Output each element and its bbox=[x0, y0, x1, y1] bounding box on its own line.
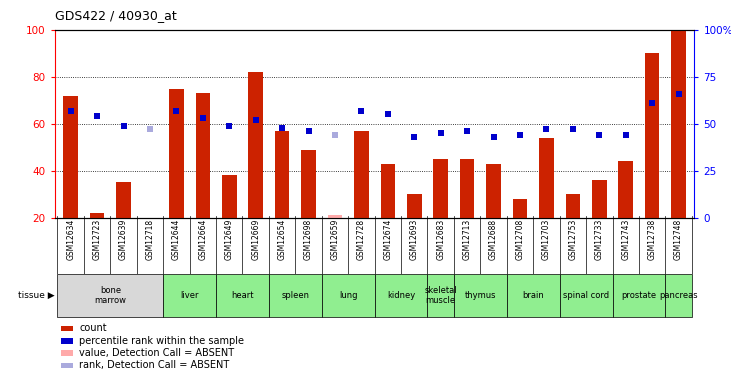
Bar bbox=[61, 326, 72, 331]
Bar bbox=[613, 274, 665, 317]
Bar bbox=[374, 274, 428, 317]
Bar bbox=[566, 194, 580, 217]
Text: kidney: kidney bbox=[387, 291, 415, 300]
Text: prostate: prostate bbox=[621, 291, 656, 300]
Bar bbox=[90, 213, 105, 217]
Bar bbox=[407, 194, 422, 217]
Text: spleen: spleen bbox=[281, 291, 309, 300]
Text: bone
marrow: bone marrow bbox=[94, 286, 126, 305]
Bar bbox=[507, 274, 560, 317]
Bar bbox=[618, 161, 633, 218]
Bar bbox=[486, 164, 501, 218]
Bar bbox=[222, 176, 237, 217]
Bar bbox=[249, 72, 263, 217]
Bar bbox=[301, 150, 316, 217]
Bar bbox=[269, 274, 322, 317]
Text: brain: brain bbox=[523, 291, 544, 300]
Bar bbox=[381, 164, 395, 218]
Bar bbox=[64, 96, 78, 218]
Text: percentile rank within the sample: percentile rank within the sample bbox=[79, 336, 244, 346]
Text: heart: heart bbox=[231, 291, 254, 300]
Bar bbox=[322, 274, 374, 317]
Text: skeletal
muscle: skeletal muscle bbox=[425, 286, 457, 305]
Text: tissue ▶: tissue ▶ bbox=[18, 291, 54, 300]
Bar bbox=[460, 159, 474, 218]
Bar bbox=[645, 54, 659, 217]
Text: count: count bbox=[79, 323, 107, 333]
Bar bbox=[454, 274, 507, 317]
Bar bbox=[61, 338, 72, 344]
Text: GDS422 / 40930_at: GDS422 / 40930_at bbox=[55, 9, 177, 22]
Bar bbox=[169, 88, 183, 218]
Bar bbox=[428, 274, 454, 317]
Bar bbox=[665, 274, 692, 317]
Bar bbox=[592, 180, 607, 218]
Bar bbox=[433, 159, 448, 218]
Bar bbox=[116, 182, 131, 218]
Bar bbox=[539, 138, 553, 218]
Bar bbox=[61, 350, 72, 356]
Bar bbox=[216, 274, 269, 317]
Text: lung: lung bbox=[339, 291, 357, 300]
Bar bbox=[61, 363, 72, 368]
Bar bbox=[671, 30, 686, 217]
Text: value, Detection Call = ABSENT: value, Detection Call = ABSENT bbox=[79, 348, 234, 358]
Bar bbox=[354, 131, 368, 218]
Text: rank, Detection Call = ABSENT: rank, Detection Call = ABSENT bbox=[79, 360, 230, 370]
Bar bbox=[512, 199, 527, 217]
Bar bbox=[196, 93, 210, 218]
Text: spinal cord: spinal cord bbox=[563, 291, 609, 300]
Bar bbox=[560, 274, 613, 317]
Text: liver: liver bbox=[181, 291, 199, 300]
Bar bbox=[58, 274, 163, 317]
Bar bbox=[275, 131, 289, 218]
Bar bbox=[327, 215, 342, 217]
Text: pancreas: pancreas bbox=[659, 291, 698, 300]
Text: thymus: thymus bbox=[465, 291, 496, 300]
Bar bbox=[163, 274, 216, 317]
